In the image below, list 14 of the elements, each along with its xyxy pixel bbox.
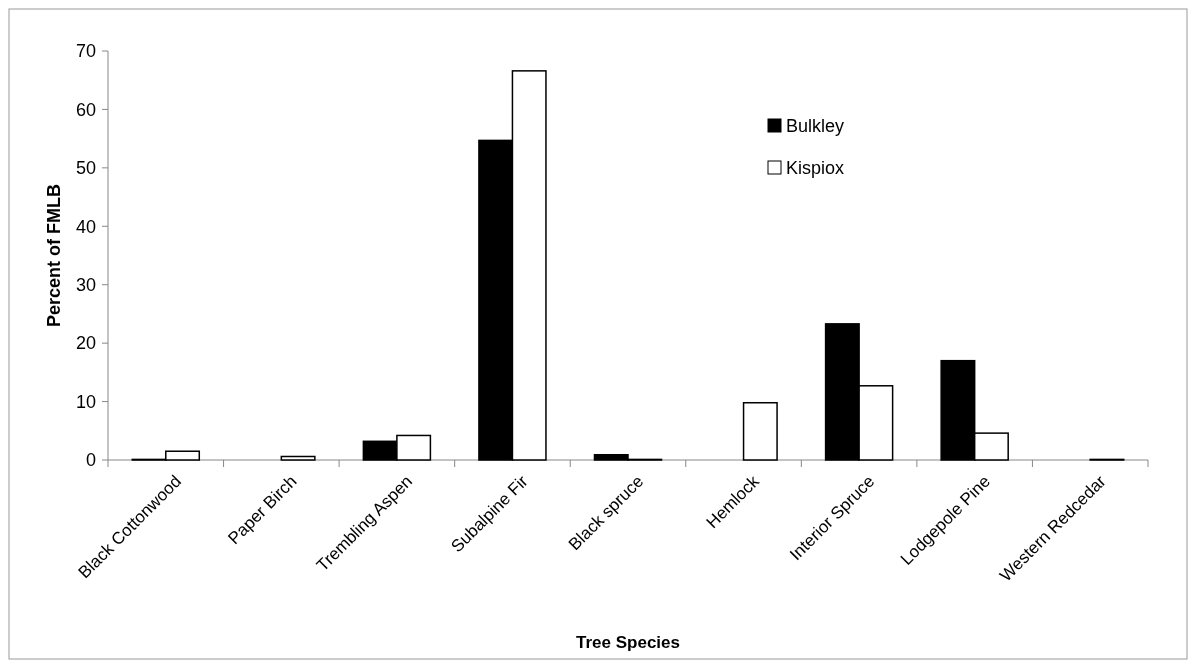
y-tick-label: 20 [75, 333, 96, 354]
legend-label: Kispiox [786, 158, 845, 179]
y-tick-label: 60 [75, 99, 96, 120]
x-axis-title: Tree Species [576, 633, 680, 652]
y-tick-label: 10 [75, 391, 96, 412]
bar [280, 455, 316, 461]
bar [742, 401, 778, 461]
y-tick-label: 40 [75, 216, 96, 237]
y-tick-label: 0 [85, 450, 96, 471]
y-tick-label: 30 [75, 275, 96, 296]
legend-label: Bulkley [786, 116, 845, 137]
y-axis-title: Percent of FMLB [44, 183, 64, 328]
y-tick-label: 50 [75, 158, 96, 179]
y-tick-label: 70 [75, 41, 96, 62]
